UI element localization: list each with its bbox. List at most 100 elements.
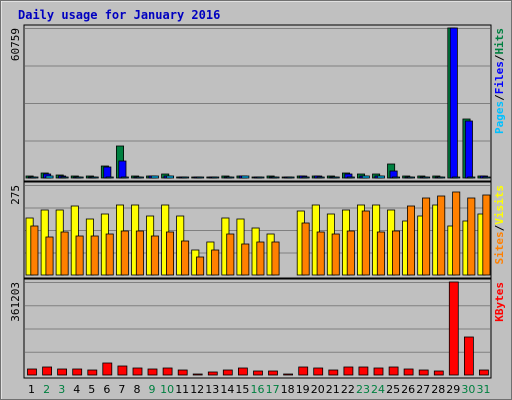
x-tick-label: 20 (311, 383, 325, 396)
bar-pages (376, 175, 385, 179)
bar-pages (120, 176, 129, 179)
bar-sites (437, 195, 446, 276)
x-tick-label: 15 (235, 383, 249, 396)
legend-entry: Hits (493, 28, 506, 55)
bar-kbytes (463, 336, 474, 376)
bar-kbytes (403, 368, 414, 376)
bar-sites (467, 197, 476, 276)
x-tick-label: 11 (175, 383, 189, 396)
bar-kbytes (102, 362, 113, 376)
bar-kbytes (162, 367, 173, 376)
legend-entry: Pages (493, 101, 506, 134)
bar-kbytes (132, 367, 143, 376)
bar-sites (331, 233, 340, 276)
bar-files (103, 166, 112, 179)
x-tick-label: 23 (356, 383, 370, 396)
bar-pages (75, 176, 84, 179)
legend-visits-sites: Sites/Visits (493, 185, 506, 265)
x-tick-label: 2 (43, 383, 50, 396)
x-tick-label: 5 (88, 383, 95, 396)
bar-kbytes (268, 370, 278, 376)
x-tick-label: 3 (58, 383, 65, 396)
y-max-label: 60759 (9, 28, 22, 61)
bar-sites (196, 256, 205, 276)
bar-pages (437, 176, 446, 179)
bar-pages (135, 176, 144, 179)
bar-kbytes (388, 366, 399, 376)
bar-kbytes (192, 373, 203, 376)
x-tick-label: 31 (477, 383, 491, 396)
legend-hits-files-pages: Pages/Files/Hits (493, 28, 506, 134)
x-tick-label: 8 (134, 383, 141, 396)
bar-kbytes (72, 368, 83, 376)
bar-sites (376, 231, 385, 276)
bar-sites (75, 235, 84, 276)
bar-sites (316, 231, 325, 276)
x-tick-label: 6 (103, 383, 110, 396)
x-tick-label: 7 (118, 383, 125, 396)
x-tick-label: 4 (73, 383, 80, 396)
panel-kbytes: 361203 KBytes (9, 278, 506, 379)
bar-kbytes (298, 366, 309, 376)
bar-kbytes (373, 367, 384, 376)
bar-kbytes (478, 369, 489, 376)
legend-entry: Files (493, 61, 506, 94)
bar-kbytes (253, 370, 263, 376)
bar-sites (45, 236, 54, 276)
bar-pages (452, 176, 461, 179)
bar-sites (391, 230, 400, 276)
bar-sites (150, 235, 159, 276)
bar-pages (422, 176, 431, 179)
bar-pages (90, 176, 99, 179)
bar-pages (286, 176, 295, 179)
x-axis-labels: 1 2 3 4 5 6 7 8 9 10 11 12 13 14 15 16 17 18 19 20 21 22 23 24 2… (28, 383, 491, 396)
x-tick-label: 19 (296, 383, 310, 396)
x-tick-label: 26 (401, 383, 415, 396)
bar-kbytes (117, 365, 128, 376)
bar-kbytes (177, 369, 188, 376)
x-tick-label: 24 (371, 383, 385, 396)
bar-sites (361, 210, 370, 276)
bar-files (118, 160, 127, 179)
bar-pages (211, 176, 220, 179)
bar-kbytes (433, 370, 444, 376)
bar-pages (226, 176, 235, 179)
bar-sites (271, 241, 280, 276)
bar-sites (211, 249, 220, 276)
y-max-label: 275 (9, 185, 22, 205)
legend-entry: / (493, 224, 506, 231)
bar-files (464, 120, 473, 179)
bar-pages (361, 175, 370, 179)
y-max-label: 361203 (9, 282, 22, 322)
bar-pages (331, 176, 340, 179)
bar-kbytes (358, 366, 369, 376)
bar-sites (422, 197, 431, 276)
bar-sites (165, 231, 174, 276)
bar-sites (241, 243, 250, 276)
bar-pages (150, 175, 159, 179)
chart-title: Daily usage for January 2016 (18, 8, 220, 22)
bar-pages (391, 176, 400, 179)
legend-entry: / (493, 54, 506, 61)
x-tick-label: 29 (446, 383, 460, 396)
x-tick-label: 13 (205, 383, 219, 396)
bar-kbytes (87, 369, 98, 376)
bar-pages (256, 176, 265, 179)
x-tick-label: 16 (251, 383, 265, 396)
bar-sites (60, 231, 69, 276)
x-tick-label: 1 (28, 383, 35, 396)
bar-kbytes (222, 369, 233, 376)
bar-pages (30, 176, 39, 179)
bar-kbytes (57, 368, 67, 376)
legend-kbytes: KBytes (493, 282, 506, 322)
bar-kbytes (343, 366, 354, 376)
x-tick-label: 9 (149, 383, 156, 396)
x-tick-label: 14 (220, 383, 234, 396)
bar-sites (406, 205, 415, 276)
bar-pages (346, 176, 355, 179)
x-tick-label: 30 (461, 383, 475, 396)
bar-pages (165, 175, 174, 179)
